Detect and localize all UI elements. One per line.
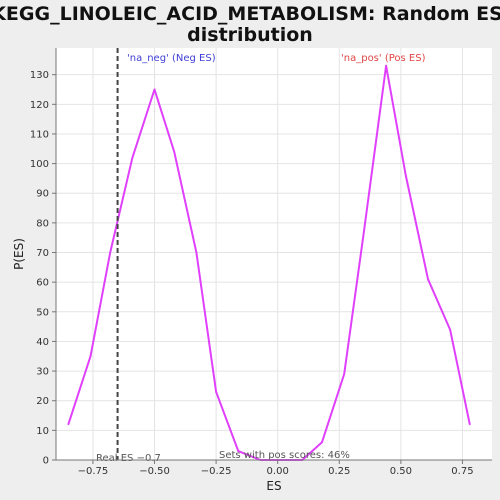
y-tick-label-2: 20 — [36, 396, 49, 407]
x-axis-title: ES — [266, 479, 281, 493]
x-axis-ticks: −0.75 −0.50 −0.25 0.00 0.25 0.50 0.75 — [78, 460, 474, 477]
es-point-0-8 — [237, 450, 240, 452]
es-point-0-17 — [427, 278, 429, 280]
es-point-0-12 — [321, 441, 323, 444]
plot-area — [56, 48, 492, 460]
es-point-0-3 — [131, 156, 134, 159]
es-point-0-1 — [89, 355, 92, 358]
grid-lines — [56, 48, 492, 461]
real-es-label: Real ES −0.7 — [96, 453, 161, 464]
es-point-0-5 — [173, 150, 176, 153]
y-axis-title: P(ES) — [12, 238, 26, 270]
chart-title-line-2: distribution — [187, 24, 313, 46]
es-point-0-2 — [109, 251, 111, 254]
y-tick-label-6: 60 — [36, 278, 49, 289]
x-tick-label-6: 0.75 — [451, 466, 473, 477]
pos-scores-label: Sets with pos scores: 46% — [219, 450, 350, 461]
y-tick-label-11: 110 — [30, 129, 49, 140]
x-tick-label-2: −0.25 — [201, 466, 232, 477]
y-tick-label-4: 40 — [36, 337, 49, 348]
es-point-0-0 — [67, 423, 70, 426]
es-point-0-13 — [343, 373, 346, 375]
x-tick-label-3: 0.00 — [267, 466, 289, 477]
es-point-0-4 — [153, 88, 156, 91]
x-tick-label-0: −0.75 — [78, 466, 109, 477]
pos-es-label: 'na_pos' (Pos ES) — [341, 53, 426, 64]
es-point-0-18 — [449, 328, 451, 331]
es-point-0-16 — [404, 174, 407, 177]
es-point-0-7 — [215, 391, 217, 393]
y-tick-label-5: 50 — [36, 307, 49, 318]
y-tick-label-12: 120 — [30, 100, 49, 111]
y-tick-label-8: 80 — [36, 218, 49, 229]
y-tick-label-13: 130 — [30, 70, 49, 81]
es-point-0-14 — [363, 230, 365, 233]
es-point-0-19 — [469, 423, 471, 426]
es-point-0-15 — [385, 64, 387, 67]
axes — [55, 48, 492, 461]
y-tick-label-10: 100 — [30, 159, 49, 170]
y-tick-label-0: 0 — [43, 456, 49, 467]
x-tick-label-4: 0.25 — [328, 466, 350, 477]
es-point-0-6 — [195, 251, 198, 254]
x-tick-label-5: 0.50 — [390, 466, 412, 477]
y-tick-label-1: 10 — [36, 426, 49, 437]
neg-es-label: 'na_neg' (Neg ES) — [127, 53, 216, 64]
y-tick-label-3: 30 — [36, 367, 49, 378]
y-tick-label-7: 70 — [36, 248, 49, 259]
chart-title-line-1: KEGG_LINOLEIC_ACID_METABOLISM: Random ES — [0, 3, 500, 25]
y-tick-label-9: 90 — [36, 189, 49, 200]
y-axis-ticks: 0 10 20 30 40 50 60 70 80 90 100 110 120 130 — [30, 70, 56, 467]
x-tick-label-1: −0.50 — [139, 466, 170, 477]
